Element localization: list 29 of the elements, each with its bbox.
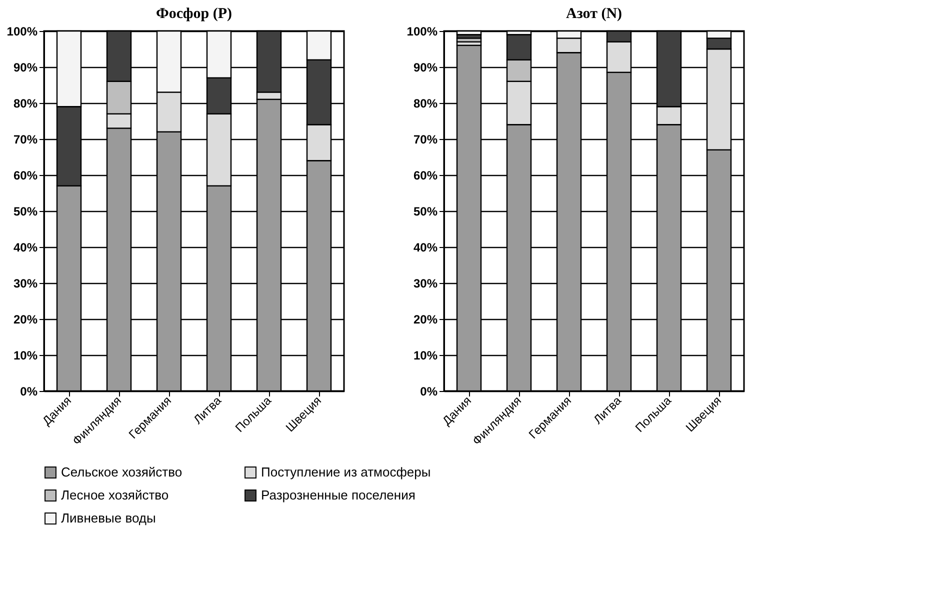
y-tick-label: 50% bbox=[413, 204, 438, 218]
y-tick-label: 0% bbox=[420, 384, 438, 398]
y-tick-label: 70% bbox=[13, 132, 38, 146]
y-tick-label: 0% bbox=[20, 384, 38, 398]
y-tick-label: 70% bbox=[413, 132, 438, 146]
y-tick-label: 80% bbox=[413, 96, 438, 110]
y-tick-label: 10% bbox=[413, 348, 438, 362]
y-tick-label: 30% bbox=[413, 276, 438, 290]
y-tick-label: 20% bbox=[13, 312, 38, 326]
legend-label: Лесное хозяйство bbox=[61, 488, 169, 502]
legend-label: Поступление из атмосферы bbox=[261, 464, 431, 480]
y-tick-label: 100% bbox=[406, 24, 438, 38]
y-tick-label: 20% bbox=[413, 312, 438, 326]
y-tick-label: 90% bbox=[413, 60, 438, 74]
y-tick-label: 10% bbox=[13, 348, 38, 362]
y-tick-label: 40% bbox=[13, 240, 38, 254]
y-tick-label: 80% bbox=[13, 96, 38, 110]
legend-label: Ливневые воды bbox=[61, 510, 156, 526]
y-tick-label: 60% bbox=[13, 168, 38, 182]
chart-title: Фосфор (P) bbox=[156, 6, 232, 22]
chart-title: Азот (N) bbox=[566, 6, 622, 22]
y-tick-label: 40% bbox=[413, 240, 438, 254]
y-tick-label: 60% bbox=[413, 168, 438, 182]
y-tick-label: 30% bbox=[13, 276, 38, 290]
y-tick-label: 100% bbox=[6, 24, 38, 38]
legend-label: Сельское хозяйство bbox=[61, 464, 182, 480]
y-tick-label: 90% bbox=[13, 60, 38, 74]
y-tick-label: 50% bbox=[13, 204, 38, 218]
legend-label: Разрозненные поселения bbox=[261, 488, 416, 502]
